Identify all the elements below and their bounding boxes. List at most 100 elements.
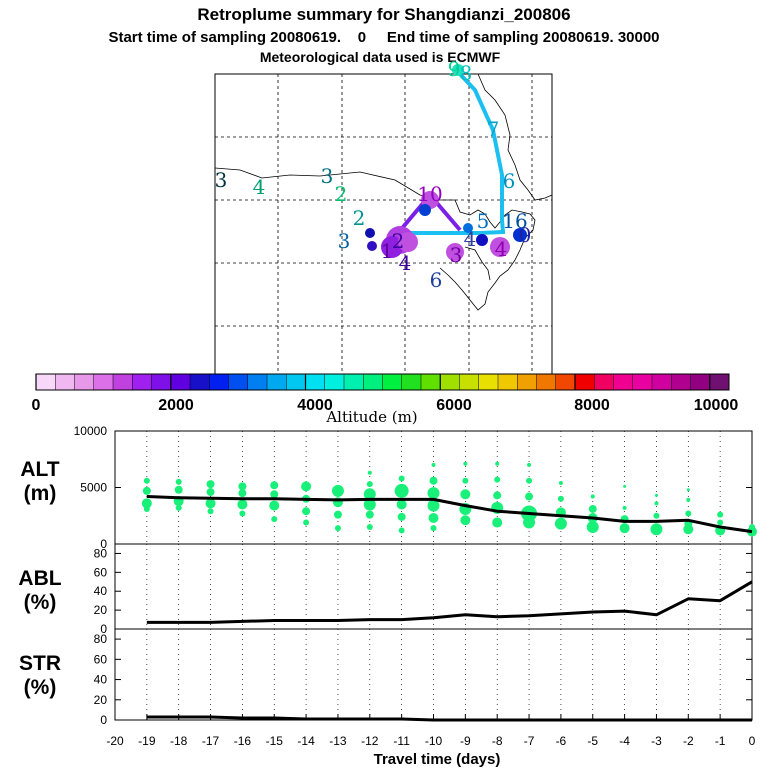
plume-sample-dot [495,461,500,466]
plume-sample-dot [143,477,150,484]
altitude-colorbar [35,373,730,391]
plume-sample-dot [462,477,469,484]
plume-sample-dot [463,461,468,466]
plume-sample-dot [431,462,436,467]
plume-sample-dot [303,519,310,526]
plume-sample-dot [270,481,279,490]
plume-sample-dot [654,501,659,506]
x-tick-label: -10 [425,734,443,748]
plume-sample-dot [590,494,595,499]
plume-sample-dot [653,512,660,519]
plume-marker [419,204,431,216]
plume-sample-dot [586,521,599,534]
colorbar-swatch [382,374,403,390]
alt-panel-label: ALT [20,458,59,481]
plume-sample-dot [623,484,627,488]
colorbar-swatch [151,374,172,390]
colorbar-swatch [170,374,191,390]
plume-sample-dot [174,485,183,494]
coastlines [214,73,553,311]
plume-sample-dot [143,505,150,512]
alt-panel: 10000 5000 0 [74,424,757,551]
plume-sample-dot [206,488,215,497]
str-series-line [146,715,752,722]
plume-sample-dot [271,516,278,523]
alt-series-line [146,495,753,534]
map-day-label: 8 [460,61,473,85]
y-tick-label: 0 [100,537,107,551]
colorbar-swatch [228,374,249,390]
plume-sample-dot [206,480,215,489]
plume-sample-dot [175,504,182,511]
plume-sample-dot [398,475,405,482]
plume-sample-dot [622,505,627,510]
plume-sample-dot [686,488,690,492]
plume-sample-dot [238,489,247,498]
map-day-label: 2 [353,206,366,230]
y-tick-label: 0 [100,713,107,727]
plume-sample-dot [270,490,279,499]
x-tick-label: -16 [234,734,252,748]
y-tick-label: 60 [94,565,108,579]
abl-panel-label: ABL [18,567,61,590]
colorbar-swatch [190,374,210,390]
colorbar-swatch [324,374,345,390]
plume-sample-dot [717,519,724,526]
abl-series-line [146,580,753,624]
str-panel: 80 60 40 20 0 [94,628,753,727]
colorbar-swatch [536,374,557,390]
colorbar-swatch [594,374,614,390]
colorbar-tick: 2000 [158,397,194,414]
plume-sample-dot [525,492,534,501]
plume-sample-dot [396,499,407,510]
plume-sample-dot [428,513,439,524]
plume-sample-dot [492,517,503,528]
map-day-label: 2 [335,182,348,206]
plume-sample-dot [686,497,691,502]
plume-sample-dot [558,480,563,485]
plume-sample-dot [494,476,501,483]
y-tick-label: 40 [94,584,108,598]
colorbar-ticks: 0 2000 4000 6000 8000 10000 Altitude (m) [32,397,739,426]
colorbar-swatch [55,374,75,390]
colorbar-swatch [671,374,691,390]
x-tick-label: -15 [266,734,284,748]
map-day-label: 3 [450,243,463,267]
alt-panel-unit: (m) [24,482,57,505]
plume-sample-dot [365,510,374,519]
colorbar-swatch [440,374,460,390]
abl-panel-unit: (%) [24,591,57,614]
colorbar-swatch [575,374,595,390]
plume-marker [513,228,527,242]
map-day-label: 4 [253,175,266,199]
colorbar-swatch [459,374,480,390]
plume-sample-dot [460,515,471,526]
plume-sample-dot [334,525,341,532]
plume-sample-dot [363,498,376,511]
colorbar-swatch [421,374,441,390]
colorbar-swatch [36,374,56,390]
map-day-label: 0 [519,223,532,247]
plume-sample-dot [526,477,533,484]
plume-sample-dot [269,500,280,511]
plume-sample-dot [493,491,502,500]
x-tick-label: -19 [138,734,156,748]
plume-sample-dot [429,476,438,485]
plume-sample-dot [141,498,152,509]
colorbar-swatch [652,374,672,390]
colorbar-swatch [498,374,518,390]
x-tick-label: -17 [202,734,220,748]
plume-marker [490,237,510,257]
map-day-label: 4 [399,251,412,275]
plume-sample-dot [430,525,437,532]
colorbar-swatch [247,374,268,390]
plume-sample-dot [238,482,247,491]
x-tick-label: -14 [297,734,315,748]
colorbar-tick: 6000 [436,397,472,414]
y-tick-label: 80 [94,632,108,646]
x-tick-label: -6 [556,734,567,748]
plume-sample-dot [683,524,694,535]
y-tick-label: 80 [94,546,108,560]
x-tick-label: -3 [651,734,662,748]
colorbar-tick: 4000 [297,397,333,414]
